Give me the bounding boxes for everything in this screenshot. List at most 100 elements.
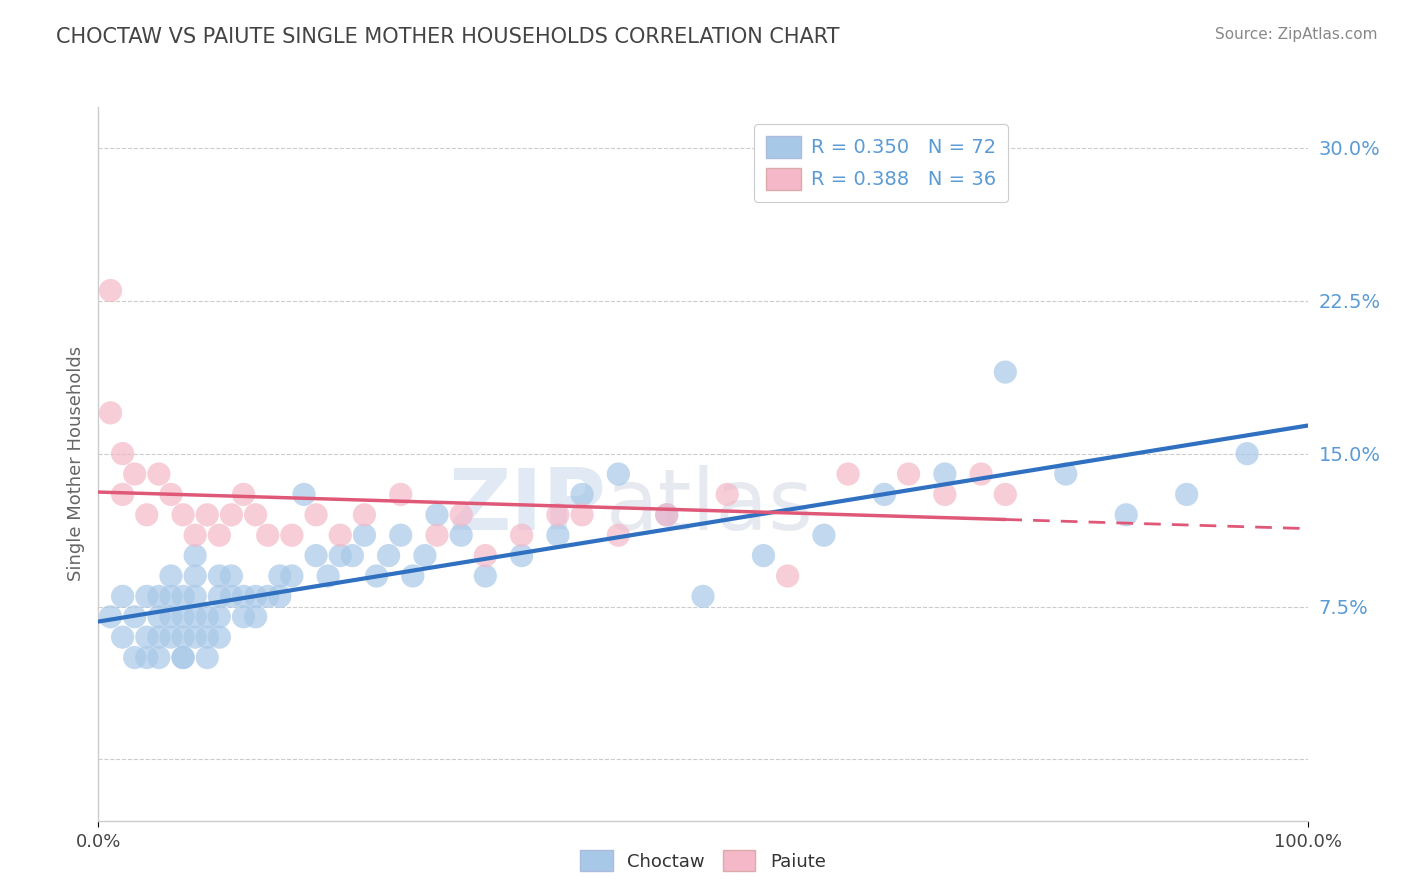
Point (172, 650, 194, 665)
Point (160, 609, 183, 624)
Point (208, 528, 231, 542)
Point (655, 508, 678, 522)
Point (994, 365, 1017, 379)
Point (221, 508, 243, 522)
Text: Source: ZipAtlas.com: Source: ZipAtlas.com (1215, 27, 1378, 42)
Point (148, 467, 170, 481)
Point (195, 630, 218, 644)
Point (426, 508, 449, 522)
Point (353, 508, 375, 522)
Point (100, 609, 122, 624)
Point (353, 528, 375, 542)
Point (571, 508, 593, 522)
Point (124, 650, 146, 665)
Point (305, 508, 328, 522)
Point (389, 528, 412, 542)
Point (135, 590, 157, 604)
Point (160, 590, 183, 604)
Point (329, 528, 352, 542)
Point (402, 569, 425, 583)
Point (172, 630, 194, 644)
Point (873, 487, 896, 501)
Text: atlas: atlas (606, 465, 814, 549)
Point (1175, 487, 1198, 501)
Point (184, 590, 207, 604)
Point (184, 609, 207, 624)
Point (172, 650, 194, 665)
Point (135, 630, 157, 644)
Point (232, 590, 254, 604)
Point (148, 650, 170, 665)
Point (232, 487, 254, 501)
Point (184, 630, 207, 644)
Point (245, 590, 267, 604)
Point (342, 549, 364, 563)
Point (195, 508, 218, 522)
Point (776, 569, 799, 583)
Point (1054, 467, 1077, 481)
Point (184, 549, 207, 563)
Point (450, 508, 472, 522)
Point (148, 609, 170, 624)
Point (281, 569, 304, 583)
Point (245, 609, 267, 624)
Point (208, 630, 231, 644)
Point (547, 528, 569, 542)
Point (111, 630, 134, 644)
Point (160, 487, 183, 501)
Point (692, 590, 714, 604)
Point (100, 406, 122, 420)
Point (172, 609, 194, 624)
Point (305, 549, 328, 563)
Point (256, 528, 278, 542)
Point (474, 549, 496, 563)
Point (994, 487, 1017, 501)
Text: ZIP: ZIP (449, 465, 606, 549)
Point (208, 590, 231, 604)
Point (100, 284, 122, 298)
Point (195, 609, 218, 624)
Point (184, 528, 207, 542)
Point (269, 590, 291, 604)
Point (366, 569, 388, 583)
Point (148, 590, 170, 604)
Point (813, 528, 835, 542)
Point (474, 569, 496, 583)
Point (607, 528, 630, 542)
Point (111, 590, 134, 604)
Point (329, 549, 352, 563)
Point (221, 590, 243, 604)
Y-axis label: Single Mother Households: Single Mother Households (66, 346, 84, 582)
Point (184, 569, 207, 583)
Point (934, 487, 956, 501)
Point (111, 447, 134, 461)
Point (655, 508, 678, 522)
Point (510, 528, 533, 542)
Point (316, 569, 339, 583)
Point (124, 467, 146, 481)
Point (208, 569, 231, 583)
Point (970, 467, 993, 481)
Point (934, 467, 956, 481)
Legend: Choctaw, Paiute: Choctaw, Paiute (574, 843, 832, 879)
Point (245, 508, 267, 522)
Point (450, 528, 472, 542)
Point (837, 467, 859, 481)
Point (195, 650, 218, 665)
Point (897, 467, 920, 481)
Point (547, 508, 569, 522)
Point (1236, 447, 1258, 461)
Point (135, 508, 157, 522)
Text: CHOCTAW VS PAIUTE SINGLE MOTHER HOUSEHOLDS CORRELATION CHART: CHOCTAW VS PAIUTE SINGLE MOTHER HOUSEHOL… (56, 27, 839, 46)
Point (389, 487, 412, 501)
Legend: R = 0.350   N = 72, R = 0.388   N = 36: R = 0.350 N = 72, R = 0.388 N = 36 (755, 124, 1008, 202)
Point (716, 487, 738, 501)
Point (221, 569, 243, 583)
Point (413, 549, 436, 563)
Point (148, 630, 170, 644)
Point (269, 569, 291, 583)
Point (160, 569, 183, 583)
Point (1115, 508, 1137, 522)
Point (208, 609, 231, 624)
Point (571, 487, 593, 501)
